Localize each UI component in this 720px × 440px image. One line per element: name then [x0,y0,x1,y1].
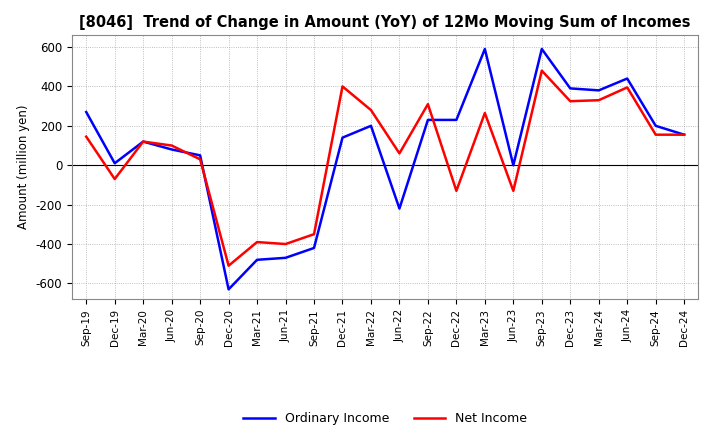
Ordinary Income [509,163,518,168]
Title: [8046]  Trend of Change in Amount (YoY) of 12Mo Moving Sum of Incomes: [8046] Trend of Change in Amount (YoY) o… [79,15,691,30]
Net Income [225,263,233,268]
Ordinary Income [167,147,176,152]
Net Income [110,176,119,182]
Net Income [452,188,461,194]
Net Income [338,84,347,89]
Ordinary Income [253,257,261,262]
Line: Net Income: Net Income [86,71,684,266]
Net Income [423,102,432,107]
Ordinary Income [623,76,631,81]
Net Income [395,151,404,156]
Ordinary Income [652,123,660,128]
Net Income [253,239,261,245]
Net Income [310,231,318,237]
Legend: Ordinary Income, Net Income: Ordinary Income, Net Income [238,407,532,430]
Ordinary Income [423,117,432,123]
Ordinary Income [82,110,91,115]
Net Income [139,139,148,144]
Net Income [167,143,176,148]
Ordinary Income [110,161,119,166]
Ordinary Income [310,246,318,251]
Ordinary Income [680,132,688,137]
Net Income [652,132,660,137]
Ordinary Income [537,46,546,51]
Ordinary Income [566,86,575,91]
Net Income [595,98,603,103]
Net Income [566,99,575,104]
Ordinary Income [366,123,375,128]
Net Income [366,107,375,113]
Ordinary Income [480,46,489,51]
Net Income [82,134,91,139]
Net Income [282,242,290,247]
Ordinary Income [452,117,461,123]
Ordinary Income [338,135,347,140]
Ordinary Income [196,153,204,158]
Line: Ordinary Income: Ordinary Income [86,49,684,290]
Ordinary Income [395,206,404,211]
Net Income [623,85,631,90]
Ordinary Income [139,139,148,144]
Net Income [480,110,489,116]
Net Income [196,157,204,162]
Ordinary Income [595,88,603,93]
Y-axis label: Amount (million yen): Amount (million yen) [17,105,30,229]
Net Income [537,68,546,73]
Net Income [680,132,688,137]
Net Income [509,188,518,194]
Ordinary Income [225,287,233,292]
Ordinary Income [282,255,290,260]
